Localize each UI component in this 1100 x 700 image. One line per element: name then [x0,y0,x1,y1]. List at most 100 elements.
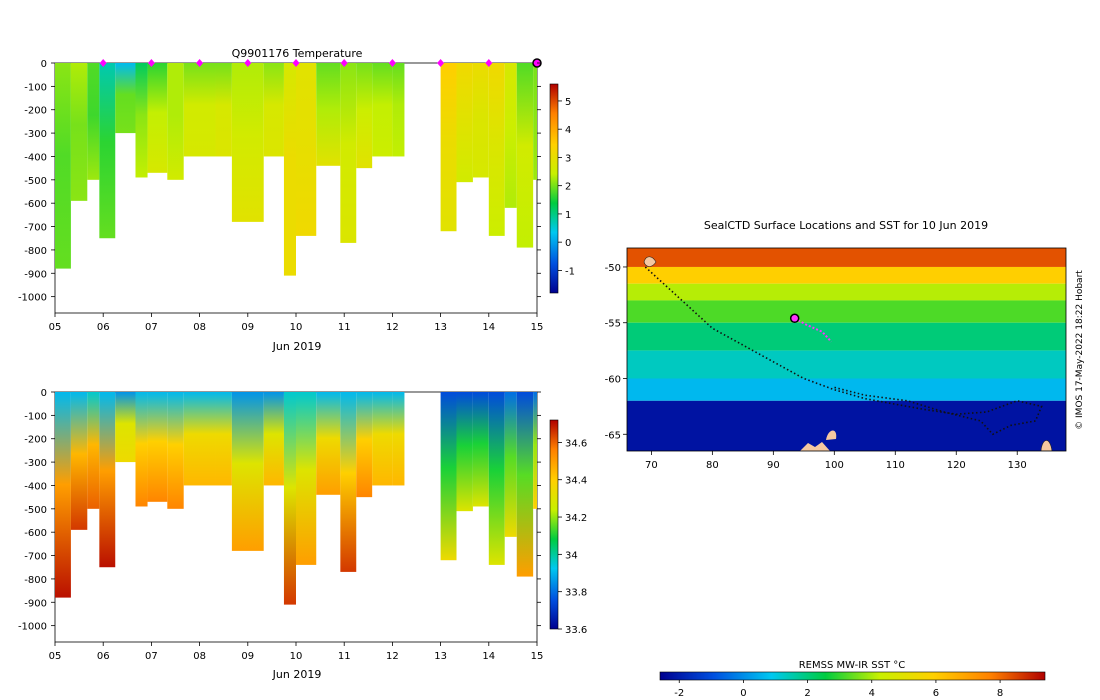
x-tick-label: 15 [531,651,544,662]
temperature-profiles [55,63,537,276]
profile-column [296,63,317,236]
longitude-tick-label: 70 [645,460,658,471]
profile-column [135,392,148,507]
profile-column [488,392,505,565]
y-tick-label: -300 [24,129,47,140]
profile-column [472,63,489,178]
y-tick-label: -600 [24,199,47,210]
sst-colorbar-tick-label: 2 [804,688,810,699]
x-tick-label: 11 [338,322,351,333]
x-tick-label: 06 [97,651,110,662]
y-tick-label: -800 [24,575,47,586]
y-tick-label: -500 [24,176,47,187]
y-tick-label: -100 [24,82,47,93]
profile-column [55,63,71,269]
salinity-colorbar [549,419,559,630]
profile-column [356,63,373,169]
colorbar-tick-label: 0 [565,238,571,249]
profile-marker [340,59,348,67]
y-tick-label: -800 [24,246,47,257]
colorbar-tick-label: -1 [565,266,575,277]
colorbar-tick-label: 2 [565,182,571,193]
salinity-colorbar-ticks: 34.6 34.4 34.2 34 33.8 33.6 [558,438,587,636]
salinity-date-axis: 05 06 07 08 09 10 11 12 13 14 15 [49,642,544,662]
sst-band [627,248,1066,267]
map-title: SealCTD Surface Locations and SST for 10… [704,219,988,232]
x-tick-label: 09 [241,651,254,662]
y-tick-label: -700 [24,552,47,563]
profile-column [87,63,100,180]
sst-colorbar-tick-label: -2 [674,688,684,699]
profile-marker [196,59,204,67]
profile-column [70,392,88,530]
profile-column [283,63,296,276]
profile-column [488,63,505,236]
profile-column [440,63,457,232]
x-tick-label: 06 [97,322,110,333]
profile-column [147,63,168,173]
profile-marker [147,59,155,67]
profile-column [167,63,184,180]
temperature-x-axis-label: Jun 2019 [272,340,322,353]
temperature-colorbar [549,83,559,294]
profile-column [215,63,232,157]
colorbar-tick-label: 34.2 [565,513,587,524]
profile-column [516,392,534,577]
profile-column [283,392,296,605]
sst-colorbar [659,671,1046,681]
imos-credit: © IMOS 17-May-2022 18:22 Hobart [1075,270,1085,430]
y-tick-label: 0 [41,59,47,70]
salinity-x-axis-label: Jun 2019 [272,668,322,681]
y-tick-label: -200 [24,106,47,117]
x-tick-label: 15 [531,322,544,333]
profile-column [440,392,457,561]
longitude-tick-label: 120 [947,460,966,471]
y-tick-label: -200 [24,435,47,446]
profile-column [392,392,405,486]
profile-column [55,392,71,598]
map-latitude-axis: -50 -55 -60 -65 [605,263,627,441]
seal-track [644,266,1043,436]
temperature-colorbar-ticks: 5 4 3 2 1 0 -1 [558,97,575,277]
longitude-tick-label: 90 [767,460,780,471]
profile-marker [99,59,107,67]
profile-marker [485,59,493,67]
recent-track [794,317,833,343]
profile-marker [388,59,396,67]
sst-band [627,378,1066,401]
profile-column [263,392,284,486]
profile-marker [292,59,300,67]
x-tick-label: 12 [386,322,399,333]
profile-column [99,63,116,239]
map-frame [626,247,1067,452]
profile-column [263,63,284,157]
x-tick-label: 14 [482,651,495,662]
profile-column [231,63,264,222]
profile-column [372,63,393,157]
y-tick-label: -900 [24,269,47,280]
profile-column [392,63,405,157]
y-tick-label: -1000 [18,293,47,304]
colorbar-tick-label: 34.6 [565,438,587,449]
sst-band [627,322,1066,351]
x-tick-label: 14 [482,322,495,333]
colorbar-tick-label: 4 [565,125,571,136]
x-tick-label: 09 [241,322,254,333]
x-tick-label: 07 [145,651,158,662]
profile-column [70,63,88,201]
sst-colorbar-tick-label: 6 [933,688,939,699]
sst-colorbar-ticks: -2 0 2 4 6 8 [674,680,1003,699]
profile-column [167,392,184,509]
longitude-tick-label: 80 [706,460,719,471]
temperature-depth-axis: 0 -100 -200 -300 -400 -500 -600 -700 -800 -900 -10… [18,59,541,304]
x-tick-label: 05 [49,651,62,662]
y-tick-label: -400 [24,481,47,492]
land-patch [826,430,837,440]
profile-column [533,63,537,180]
salinity-section-chart: 0 -100 -200 -300 -400 -500 -600 -700 -800 -900 -10… [18,388,587,681]
sst-band [627,283,1066,301]
longitude-tick-label: 100 [825,460,844,471]
colorbar-tick-label: 34.4 [565,476,587,487]
profile-column [316,392,341,495]
